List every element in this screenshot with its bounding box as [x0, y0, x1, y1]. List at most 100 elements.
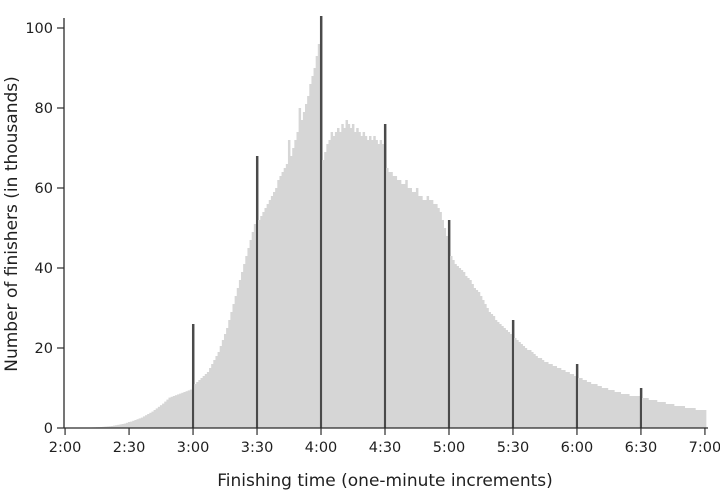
histogram-bar [104, 426, 107, 428]
histogram-bar [134, 420, 137, 428]
histogram-bar [172, 396, 176, 428]
histogram-bar [194, 384, 197, 428]
histogram-bar [113, 425, 116, 428]
histogram-bar [296, 132, 299, 428]
histogram-bar [418, 196, 421, 428]
histogram-bar [546, 362, 549, 428]
histogram-bar [362, 132, 366, 428]
histogram-bar [526, 350, 530, 428]
histogram-bar [509, 334, 513, 428]
histogram-bar [405, 180, 408, 428]
histogram-bar [219, 346, 223, 428]
histogram-bar [637, 396, 641, 428]
bars-group [64, 16, 707, 428]
histogram-bar [292, 148, 295, 428]
histogram-bar [432, 204, 436, 428]
histogram-bar [232, 304, 235, 428]
histogram-bar [279, 176, 282, 428]
histogram-bar [234, 296, 238, 428]
histogram-bar [603, 388, 607, 428]
histogram-bar [413, 192, 417, 428]
histogram-bar [586, 382, 590, 428]
histogram-bar [445, 236, 449, 428]
histogram-bar [648, 400, 651, 428]
histogram-bar [121, 424, 125, 428]
histogram-bar [688, 408, 692, 428]
histogram-bar [539, 358, 543, 428]
histogram-bar [567, 372, 570, 428]
histogram-bar [324, 152, 327, 428]
histogram-bar [612, 390, 615, 428]
spike-bar [511, 320, 515, 428]
histogram-bar [264, 208, 267, 428]
histogram-bar [415, 188, 419, 428]
histogram-bar [386, 168, 389, 428]
histogram-bar [537, 358, 540, 428]
histogram-bar [392, 176, 395, 428]
histogram-bar [614, 392, 617, 428]
histogram-bar [287, 140, 291, 428]
histogram-bar [597, 386, 600, 428]
histogram-bar [315, 56, 319, 428]
histogram-bar [588, 382, 592, 428]
histogram-bar [351, 124, 355, 428]
histogram-bar [656, 402, 660, 428]
spike-bar [447, 220, 451, 428]
histogram-bar [407, 188, 410, 428]
histogram-bar [518, 342, 521, 428]
spike-bar [383, 124, 387, 428]
histogram-bar [460, 270, 464, 428]
histogram-bar [541, 360, 545, 428]
histogram-bar [179, 393, 182, 428]
histogram-bar [155, 408, 159, 428]
histogram-bar [317, 44, 321, 428]
histogram-bar [326, 144, 329, 428]
histogram-bar [110, 426, 114, 428]
histogram-bar [422, 200, 425, 428]
histogram-bar [360, 136, 363, 428]
histogram-bar [170, 396, 174, 428]
histogram-bar [494, 320, 498, 428]
histogram-bar [439, 212, 442, 428]
histogram-bar [682, 406, 686, 428]
histogram-bar [680, 406, 683, 428]
histogram-bar [471, 284, 474, 428]
histogram-bar [505, 330, 508, 428]
histogram-bar [245, 256, 248, 428]
histogram-bar [373, 136, 376, 428]
histogram-bar [663, 402, 666, 428]
histogram-bar [473, 288, 476, 428]
histogram-bar [665, 404, 668, 428]
histogram-bar [676, 406, 679, 428]
histogram-bar [147, 414, 150, 428]
histogram-bar [674, 406, 677, 428]
histogram-bar [151, 411, 154, 428]
histogram-bar [262, 212, 265, 428]
histogram-bar [435, 204, 438, 428]
histogram-bar [223, 334, 227, 428]
histogram-bar [499, 324, 502, 428]
histogram-bar [403, 184, 406, 428]
histogram-bar [221, 340, 225, 428]
histogram-bar [123, 423, 127, 428]
histogram-bar [684, 408, 688, 428]
histogram-bar [159, 405, 163, 428]
histogram-bar [443, 228, 447, 428]
histogram-bar [558, 368, 562, 428]
histogram-bar [309, 84, 312, 428]
histogram-bar [198, 380, 201, 428]
histogram-bar [228, 320, 231, 428]
histogram-bar [607, 390, 611, 428]
axes-group [63, 18, 708, 429]
histogram-bar [145, 415, 148, 428]
histogram-bar [578, 378, 581, 428]
histogram-bar [590, 384, 594, 428]
histogram-bar [642, 398, 645, 428]
histogram-bar [552, 366, 555, 428]
histogram-bar [200, 378, 203, 428]
histogram-bar [610, 390, 613, 428]
histogram-bar [699, 410, 703, 428]
histogram-bar [258, 220, 261, 428]
histogram-bar [531, 352, 534, 428]
